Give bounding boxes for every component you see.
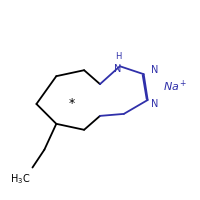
Text: *: * bbox=[69, 97, 75, 110]
Text: H: H bbox=[115, 52, 121, 61]
Text: H$_3$C: H$_3$C bbox=[10, 173, 31, 186]
Text: N: N bbox=[151, 99, 158, 109]
Text: N: N bbox=[114, 64, 122, 74]
Text: N: N bbox=[151, 65, 158, 75]
Text: Na$^+$: Na$^+$ bbox=[163, 78, 188, 94]
